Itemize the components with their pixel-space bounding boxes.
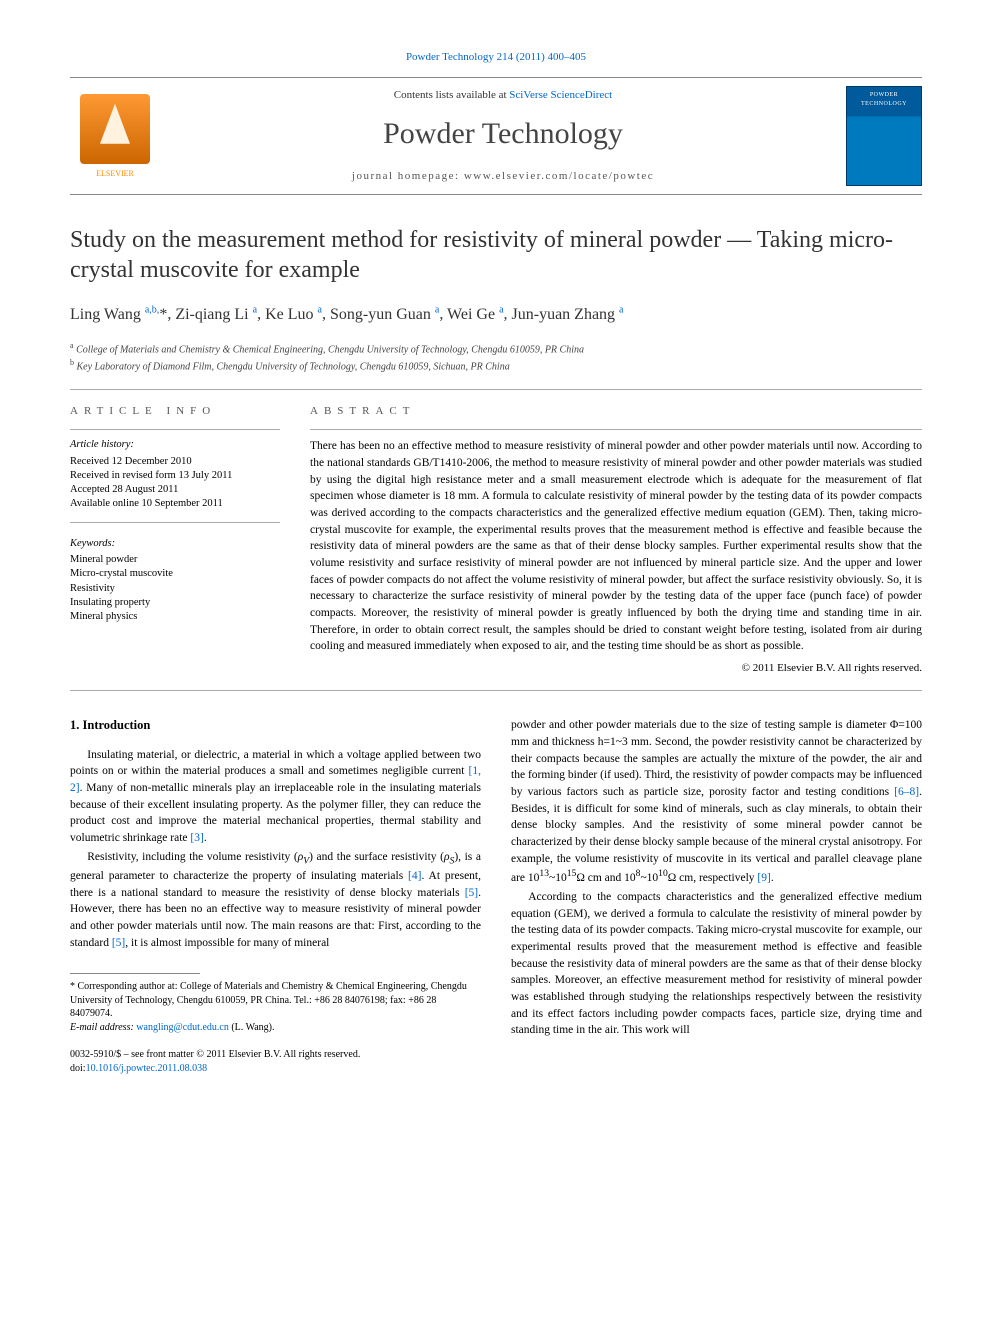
author-3: Ke Luo a [265,306,322,323]
email-link[interactable]: wangling@cdut.edu.cn [136,1022,229,1033]
author-6: Jun-yuan Zhang a [512,306,624,323]
email-footnote: E-mail address: wangling@cdut.edu.cn (L.… [70,1021,481,1035]
ref-6-8[interactable]: [6–8] [894,786,919,798]
abstract-heading: ABSTRACT [310,404,922,419]
elsevier-logo: ELSEVIER [70,86,160,186]
journal-name: Powder Technology [160,113,846,155]
contents-prefix: Contents lists available at [394,89,509,101]
affiliations-block: a College of Materials and Chemistry & C… [70,340,922,375]
ref-5[interactable]: [5] [465,887,478,899]
doi-link[interactable]: 10.1016/j.powtec.2011.08.038 [86,1063,208,1074]
divider-top [70,389,922,390]
keyword-2: Micro-crystal muscovite [70,567,280,581]
footnote-divider [70,973,200,974]
keyword-5: Mineral physics [70,610,280,624]
abstract-column: ABSTRACT There has been no an effective … [310,404,922,677]
keywords-label: Keywords: [70,537,280,552]
publisher-name: ELSEVIER [96,168,134,179]
history-online: Available online 10 September 2011 [70,497,280,511]
sciencedirect-link[interactable]: SciVerse ScienceDirect [509,89,612,101]
author-2-affil: a [253,304,257,315]
article-title: Study on the measurement method for resi… [70,225,922,285]
author-2: Zi-qiang Li a [175,306,257,323]
citation-header: Powder Technology 214 (2011) 400–405 [70,50,922,65]
ref-3[interactable]: [3] [190,832,203,844]
affiliation-a: a College of Materials and Chemistry & C… [70,340,922,357]
intro-paragraph-1: Insulating material, or dielectric, a ma… [70,747,481,847]
affiliation-b: b Key Laboratory of Diamond Film, Chengd… [70,357,922,374]
author-6-affil: a [619,304,623,315]
column-right: powder and other powder materials due to… [511,717,922,1075]
divider-bottom [70,690,922,691]
journal-homepage: journal homepage: www.elsevier.com/locat… [160,169,846,184]
doi-block: 0032-5910/$ – see front matter © 2011 El… [70,1048,481,1075]
column-left: 1. Introduction Insulating material, or … [70,717,481,1075]
corresponding-star-icon: * [159,306,167,323]
col2-paragraph-1: powder and other powder materials due to… [511,717,922,887]
author-4-affil: a [435,304,439,315]
col2-paragraph-2: According to the compacts characteristic… [511,889,922,1039]
author-1-affil: a,b, [145,304,159,315]
section-1-heading: 1. Introduction [70,717,481,735]
info-divider-2 [70,522,280,523]
page-root: Powder Technology 214 (2011) 400–405 ELS… [0,0,992,1115]
contents-lists-text: Contents lists available at SciVerse Sci… [160,88,846,103]
doi-prefix: doi: [70,1063,86,1074]
ref-4[interactable]: [4] [408,870,421,882]
abstract-divider [310,429,922,430]
email-label: E-mail address: [70,1022,136,1033]
ref-9[interactable]: [9] [757,872,770,884]
journal-cover-thumbnail [846,86,922,186]
article-info-column: ARTICLE INFO Article history: Received 1… [70,404,280,677]
history-label: Article history: [70,438,280,453]
author-4: Song-yun Guan a [330,306,439,323]
keyword-1: Mineral powder [70,553,280,567]
author-1: Ling Wang a,b,* [70,306,167,323]
homepage-url: www.elsevier.com/locate/powtec [464,170,654,182]
author-3-affil: a [318,304,322,315]
history-revised: Received in revised form 13 July 2011 [70,469,280,483]
article-info-heading: ARTICLE INFO [70,404,280,419]
history-received: Received 12 December 2010 [70,455,280,469]
affiliation-a-text: College of Materials and Chemistry & Che… [76,344,584,355]
info-divider [70,429,280,430]
intro-paragraph-2: Resistivity, including the volume resist… [70,849,481,952]
info-abstract-row: ARTICLE INFO Article history: Received 1… [70,404,922,677]
ref-1-2[interactable]: [1, 2] [70,765,481,794]
front-matter-line: 0032-5910/$ – see front matter © 2011 El… [70,1048,481,1062]
author-5: Wei Ge a [447,306,503,323]
corresponding-footnote: * Corresponding author at: College of Ma… [70,980,481,1021]
history-accepted: Accepted 28 August 2011 [70,483,280,497]
keyword-4: Insulating property [70,596,280,610]
author-5-affil: a [499,304,503,315]
ref-5b[interactable]: [5] [112,937,125,949]
header-center: Contents lists available at SciVerse Sci… [160,88,846,185]
abstract-copyright: © 2011 Elsevier B.V. All rights reserved… [310,661,922,676]
email-name-suffix: (L. Wang). [229,1022,275,1033]
doi-line: doi:10.1016/j.powtec.2011.08.038 [70,1062,481,1076]
author-list: Ling Wang a,b,*, Zi-qiang Li a, Ke Luo a… [70,303,922,326]
body-two-columns: 1. Introduction Insulating material, or … [70,717,922,1075]
affiliation-b-text: Key Laboratory of Diamond Film, Chengdu … [77,362,510,373]
elsevier-tree-icon [80,94,150,164]
homepage-prefix: journal homepage: [352,170,464,182]
keyword-3: Resistivity [70,582,280,596]
journal-header-box: ELSEVIER Contents lists available at Sci… [70,77,922,195]
abstract-text: There has been no an effective method to… [310,438,922,655]
